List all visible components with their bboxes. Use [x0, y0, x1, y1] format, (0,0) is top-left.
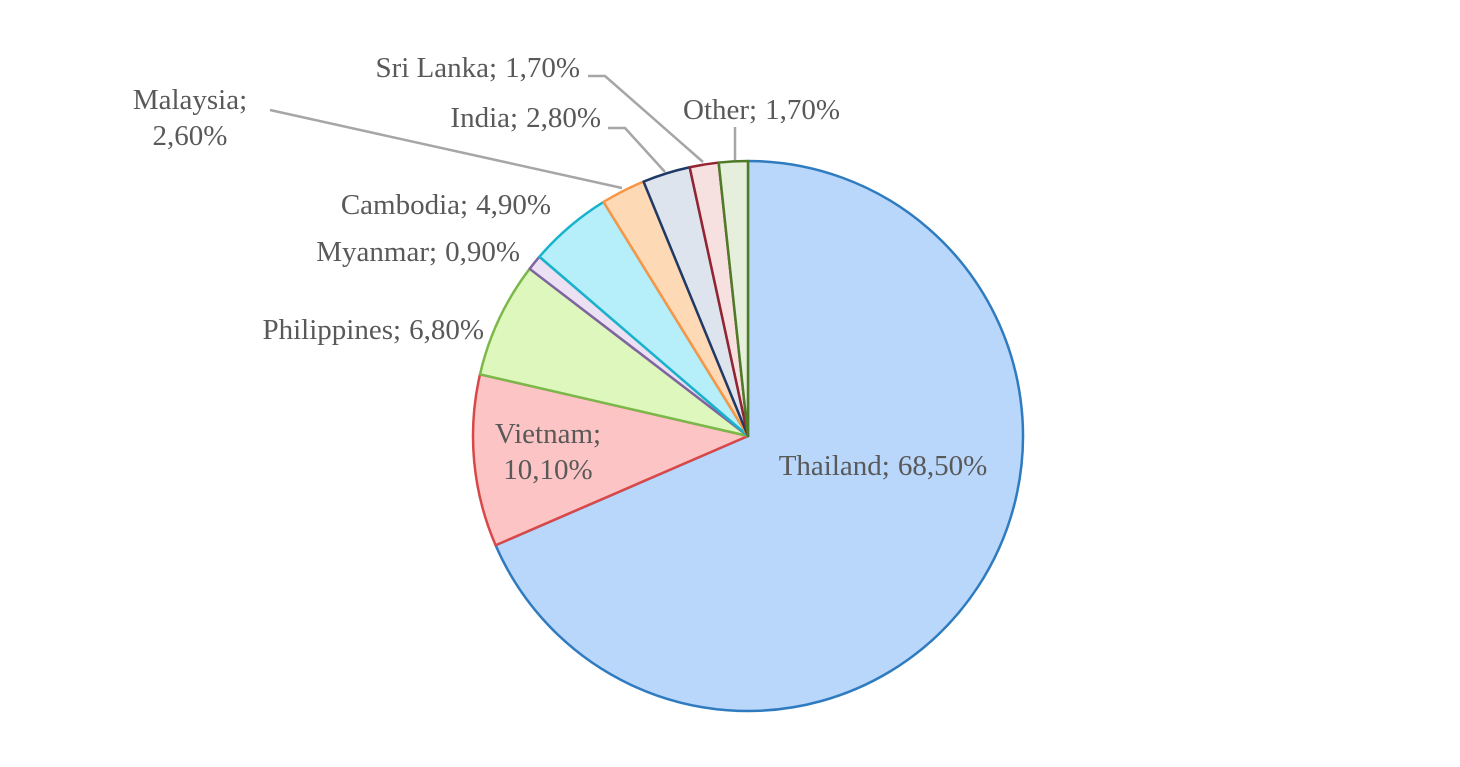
label-value: 6,80% [409, 314, 484, 346]
data-label: Malaysia; 2,60% [133, 84, 247, 152]
leader-line [588, 74, 704, 163]
data-label: Philippines; 6,80% [263, 314, 485, 346]
label-category: Sri Lanka; [375, 52, 497, 84]
label-value: 1,70% [765, 94, 840, 126]
label-category: Cambodia; [341, 189, 468, 221]
data-label: Myanmar; 0,90% [316, 236, 520, 268]
label-value: 4,90% [476, 189, 551, 221]
data-label: Cambodia; 4,90% [341, 189, 551, 221]
label-category: Vietnam; [495, 418, 601, 450]
pie-slice [471, 373, 750, 547]
pie-slice [478, 267, 750, 438]
label-category: Philippines; [263, 314, 402, 346]
label-value: 2,60% [153, 120, 228, 152]
data-label: Vietnam; 10,10% [495, 418, 601, 486]
label-category: India; [450, 102, 518, 134]
pie-slice [717, 159, 750, 438]
label-value: 10,10% [503, 454, 592, 486]
leader-line [608, 126, 666, 173]
label-category: Myanmar; [316, 236, 437, 268]
label-value: 2,80% [526, 102, 601, 134]
label-value: 1,70% [505, 52, 580, 84]
slices [471, 159, 1025, 713]
label-value: 68,50% [898, 450, 987, 482]
label-category: Other; [683, 94, 757, 126]
data-label: Other; 1,70% [683, 94, 840, 126]
label-value: 0,90% [445, 236, 520, 268]
pie-slice [494, 159, 1025, 713]
data-label: Sri Lanka; 1,70% [375, 52, 580, 84]
data-label: India; 2,80% [450, 102, 601, 134]
label-category: Malaysia; [133, 84, 247, 116]
data-label: Thailand; 68,50% [779, 450, 988, 482]
label-category: Thailand; [779, 450, 890, 482]
leader-line [269, 108, 623, 190]
